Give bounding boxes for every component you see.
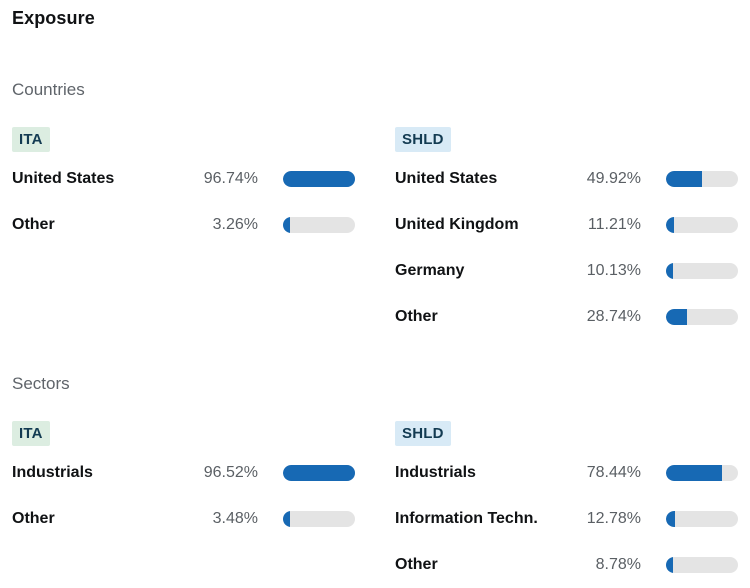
ticker-panels: ITA Industrials 96.52% Other 3.48% SHLD …	[12, 421, 738, 588]
row-label: United Kingdom	[395, 216, 519, 233]
exposure-row: Other 8.78%	[395, 542, 738, 588]
exposure-bar-fill	[666, 309, 687, 325]
exposure-bar-fill	[283, 511, 290, 527]
exposure-bar	[666, 557, 738, 573]
exposure-bar	[666, 171, 738, 187]
exposure-row: Germany 10.13%	[395, 248, 738, 294]
exposure-rows: Industrials 96.52% Other 3.48%	[12, 450, 355, 542]
row-percent: 28.74%	[586, 308, 641, 325]
exposure-bar-fill	[666, 465, 722, 481]
row-label: Other	[395, 556, 438, 573]
exposure-bar	[666, 263, 738, 279]
row-percent: 96.74%	[203, 170, 258, 187]
exposure-row: United States 49.92%	[395, 156, 738, 202]
row-percent: 11.21%	[587, 216, 641, 233]
exposure-bar	[283, 511, 355, 527]
row-label: United States	[395, 170, 498, 187]
row-label: Other	[395, 308, 438, 325]
exposure-bar-fill	[666, 217, 674, 233]
exposure-rows: United States 49.92% United Kingdom 11.2…	[395, 156, 738, 340]
row-percent: 3.26%	[212, 216, 258, 233]
exposure-bar-fill	[666, 171, 702, 187]
exposure-bar	[666, 511, 738, 527]
row-percent: 3.48%	[212, 510, 258, 527]
row-percent: 12.78%	[586, 510, 641, 527]
row-label: Industrials	[12, 464, 93, 481]
section-label: Countries	[12, 80, 85, 99]
exposure-bar-fill	[283, 465, 355, 481]
exposure-row: Other 28.74%	[395, 294, 738, 340]
exposure-bar	[666, 309, 738, 325]
exposure-row: Industrials 78.44%	[395, 450, 738, 496]
ticker-badge[interactable]: ITA	[12, 421, 50, 446]
exposure-row: Other 3.26%	[12, 202, 355, 248]
exposure-bar	[666, 217, 738, 233]
ticker-badge[interactable]: SHLD	[395, 127, 451, 152]
exposure-bar	[283, 171, 355, 187]
exposure-bar	[283, 217, 355, 233]
ticker-panel: ITA United States 96.74% Other 3.26%	[12, 127, 355, 340]
row-percent: 49.92%	[586, 170, 641, 187]
ticker-badge[interactable]: ITA	[12, 127, 50, 152]
exposure-bar-fill	[283, 171, 355, 187]
row-label: Other	[12, 510, 55, 527]
page-title: Exposure	[12, 8, 95, 28]
section-label: Sectors	[12, 374, 70, 393]
exposure-rows: United States 96.74% Other 3.26%	[12, 156, 355, 248]
exposure-row: Industrials 96.52%	[12, 450, 355, 496]
ticker-panel: ITA Industrials 96.52% Other 3.48%	[12, 421, 355, 588]
exposure-rows: Industrials 78.44% Information Techn. 12…	[395, 450, 738, 588]
ticker-panel: SHLD United States 49.92% United Kingdom…	[395, 127, 738, 340]
exposure-bar-fill	[666, 511, 675, 527]
exposure-bar	[666, 465, 738, 481]
exposure-section: Sectors ITA Industrials 96.52% Other 3.4…	[12, 373, 738, 588]
exposure-bar-fill	[666, 557, 673, 573]
exposure-section: Countries ITA United States 96.74% Other…	[12, 79, 738, 340]
exposure-bar	[283, 465, 355, 481]
ticker-badge[interactable]: SHLD	[395, 421, 451, 446]
exposure-row: United States 96.74%	[12, 156, 355, 202]
sections-container: Countries ITA United States 96.74% Other…	[12, 79, 738, 588]
exposure-bar-fill	[283, 217, 290, 233]
row-label: Other	[12, 216, 55, 233]
row-label: Information Techn.	[395, 510, 538, 527]
row-label: Germany	[395, 262, 465, 279]
exposure-bar-fill	[666, 263, 673, 279]
row-percent: 78.44%	[586, 464, 641, 481]
ticker-panel: SHLD Industrials 78.44% Information Tech…	[395, 421, 738, 588]
row-label: Industrials	[395, 464, 476, 481]
exposure-row: United Kingdom 11.21%	[395, 202, 738, 248]
row-percent: 10.13%	[586, 262, 641, 279]
row-percent: 8.78%	[595, 556, 641, 573]
row-label: United States	[12, 170, 115, 187]
exposure-row: Other 3.48%	[12, 496, 355, 542]
ticker-panels: ITA United States 96.74% Other 3.26% SHL…	[12, 127, 738, 340]
row-percent: 96.52%	[203, 464, 258, 481]
exposure-row: Information Techn. 12.78%	[395, 496, 738, 542]
